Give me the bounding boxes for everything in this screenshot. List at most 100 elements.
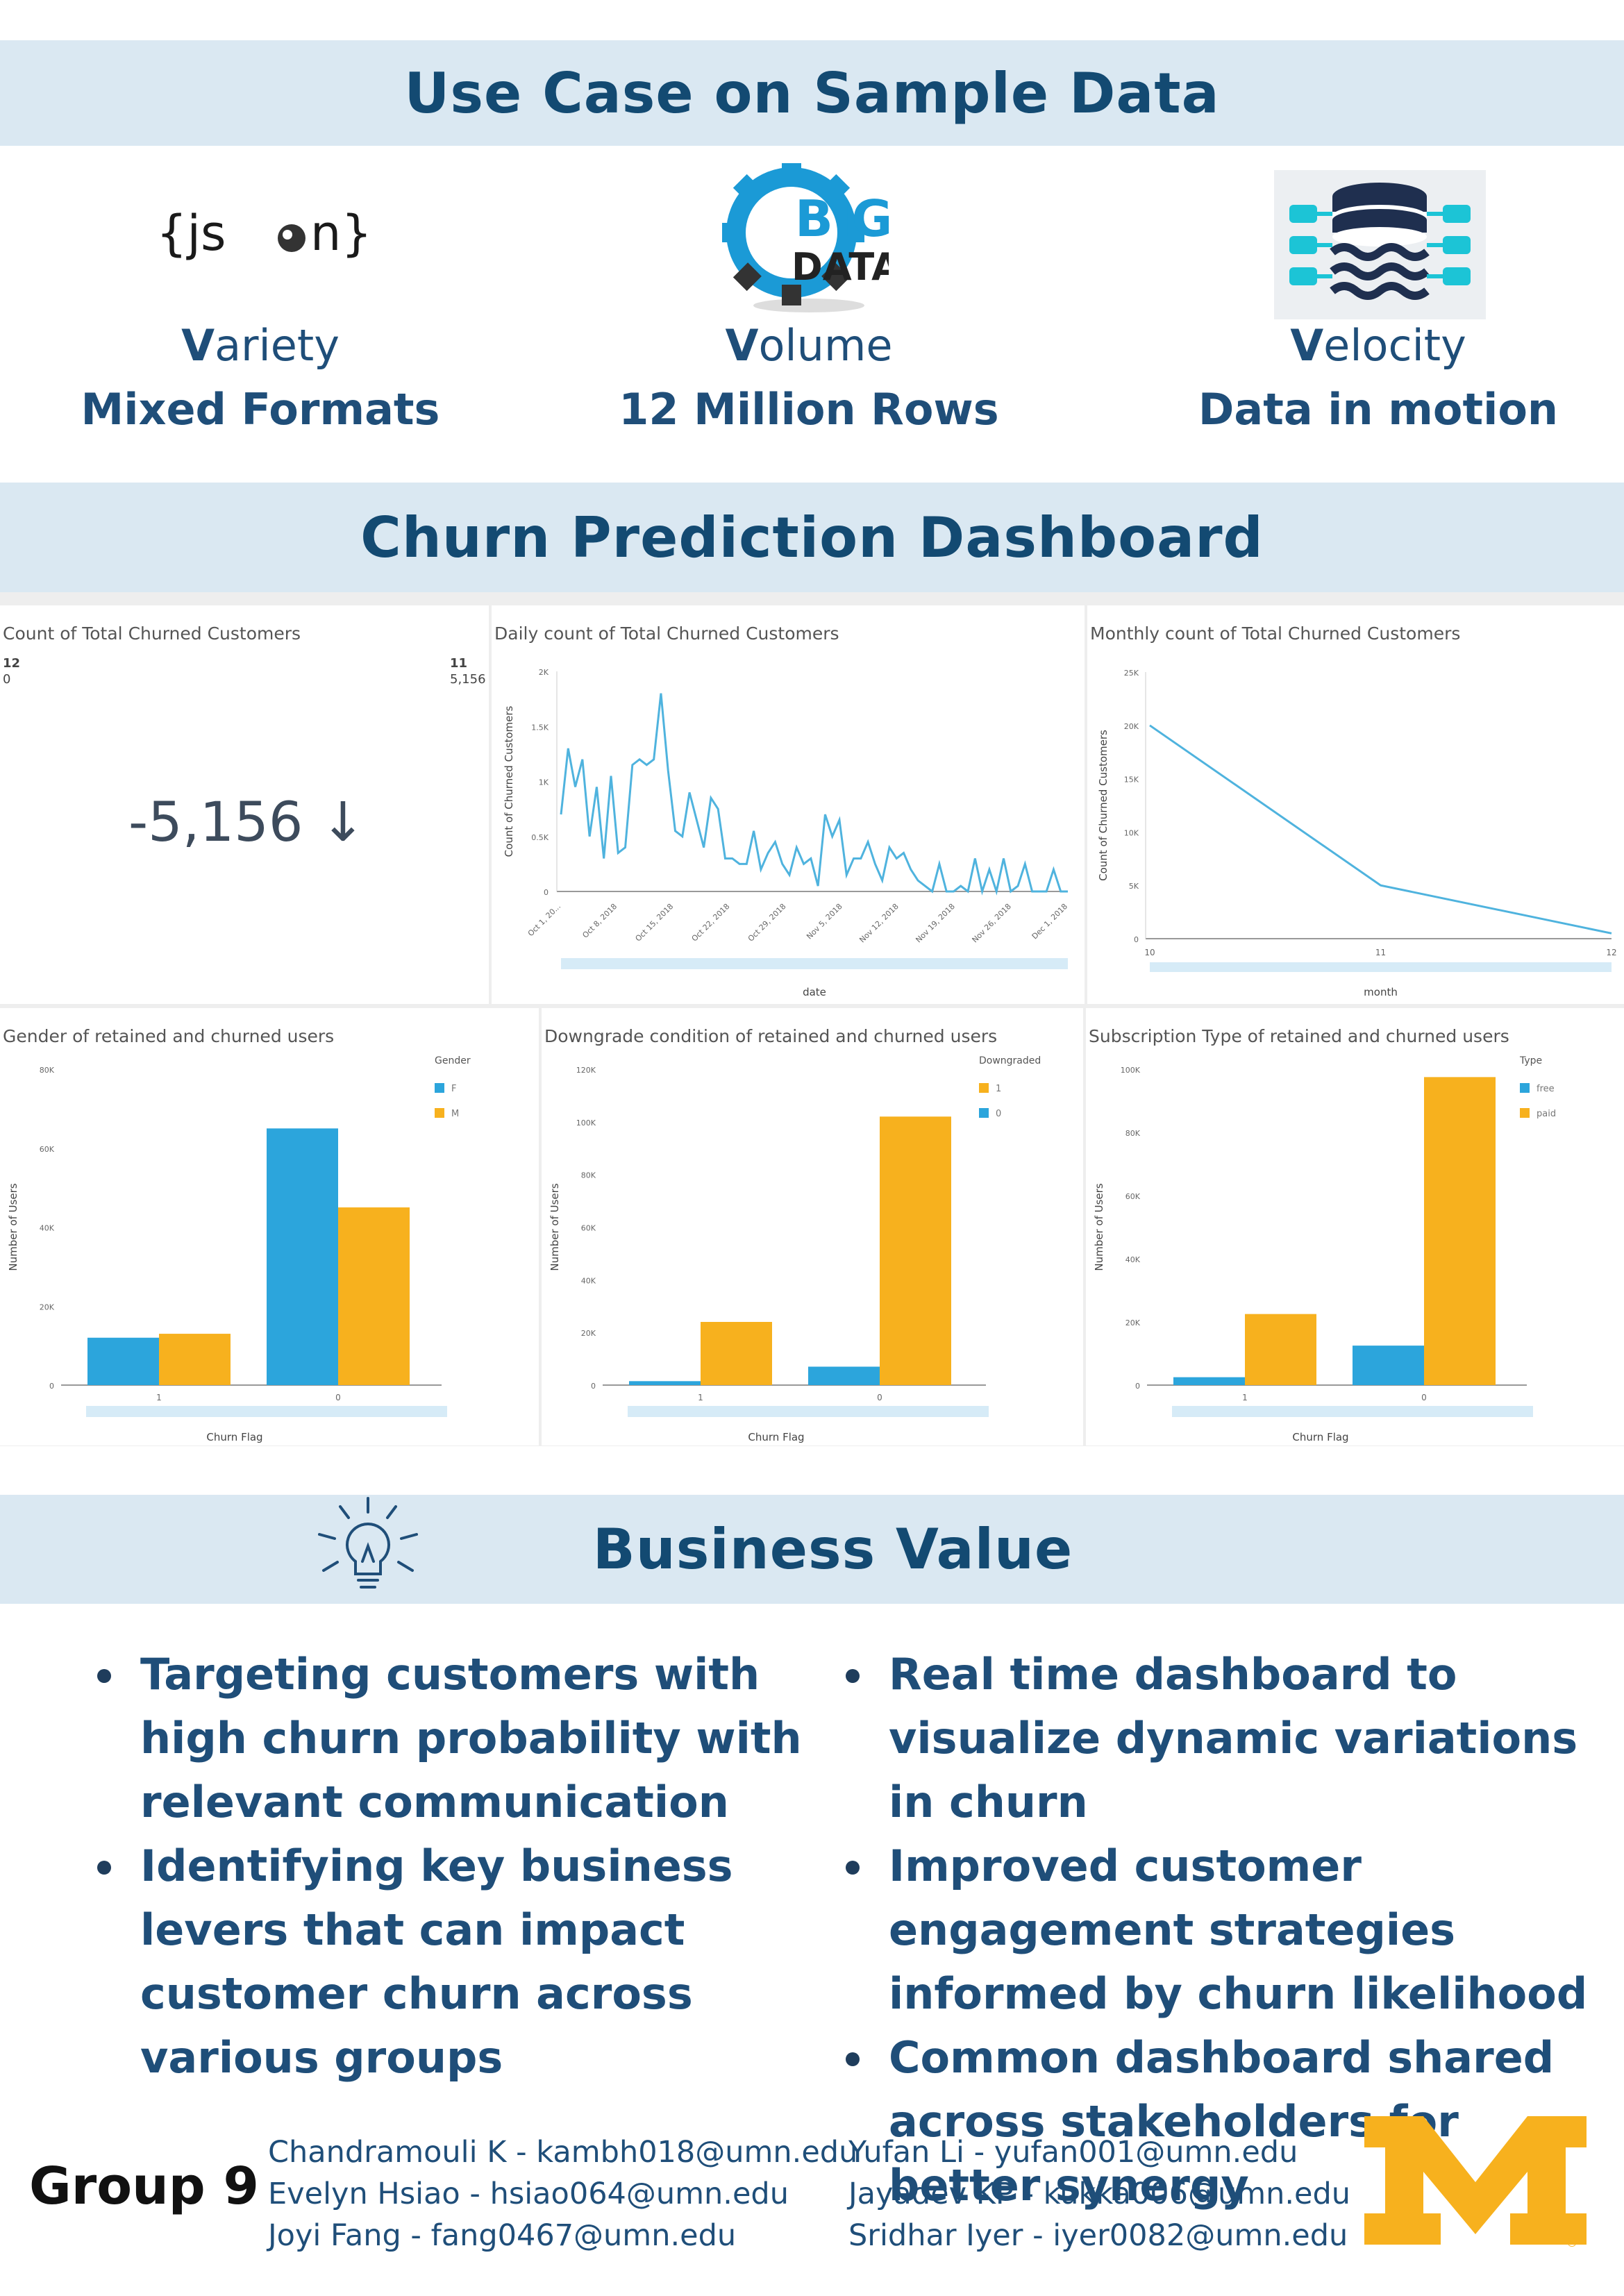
y-tick-label: 20K xyxy=(1125,1318,1141,1327)
y-tick-label: 25K xyxy=(1124,669,1139,678)
x-axis-label: month xyxy=(1364,986,1398,998)
subscription-chart-title: Subscription Type of retained and churne… xyxy=(1089,1026,1509,1046)
business-title: Business Value xyxy=(592,1517,1073,1582)
y-tick-label: 20K xyxy=(40,1302,55,1312)
x-tick-label: 11 xyxy=(1375,948,1386,957)
contact-line: Jayadev KP - kukka006@umn.edu xyxy=(848,2177,1351,2211)
dashboard-header: Churn Prediction Dashboard xyxy=(0,483,1624,592)
legend-label: M xyxy=(451,1109,459,1119)
legend-label: 1 xyxy=(996,1084,1001,1094)
x-tick-label: Nov 26, 2018 xyxy=(971,902,1013,944)
x-tick-label: 1 xyxy=(1242,1393,1248,1402)
legend-swatch xyxy=(435,1083,444,1093)
json-icon: {js n} xyxy=(149,198,378,274)
daily-chart-title: Daily count of Total Churned Customers xyxy=(494,623,839,644)
legend-swatch xyxy=(1520,1108,1530,1118)
gender-chart-panel[interactable]: Gender of retained and churned users 0 20… xyxy=(0,1008,539,1446)
y-tick-label: 20K xyxy=(581,1329,596,1338)
feature-volume-subtitle: 12 Million Rows xyxy=(619,384,999,435)
gender-chart-title: Gender of retained and churned users xyxy=(3,1026,335,1046)
bar xyxy=(629,1381,701,1385)
legend-label: paid xyxy=(1537,1109,1556,1119)
chart-scrollbar xyxy=(628,1406,989,1417)
y-axis-label: Number of Users xyxy=(7,1183,19,1271)
legend-label: 0 xyxy=(996,1109,1001,1119)
x-tick-label: Nov 5, 2018 xyxy=(805,902,844,941)
legend-swatch xyxy=(1520,1083,1530,1093)
bar xyxy=(267,1128,338,1385)
database-streams-icon xyxy=(1274,170,1486,319)
dashboard-title: Churn Prediction Dashboard xyxy=(360,505,1264,570)
bar xyxy=(701,1322,772,1385)
kpi-left-bottom: 0 xyxy=(3,672,11,687)
chart-scrollbar xyxy=(86,1406,447,1417)
y-tick-label: 100K xyxy=(576,1118,596,1128)
y-tick-label: 0 xyxy=(1135,1382,1140,1391)
legend-title: Type xyxy=(1519,1055,1542,1066)
feature-variety-subtitle: Mixed Formats xyxy=(81,384,440,435)
y-tick-label: 120K xyxy=(576,1066,596,1075)
y-tick-label: 80K xyxy=(581,1171,596,1180)
big-text: BIG xyxy=(795,190,889,248)
monthly-churn-chart: 0 5K 10K 15K 20K 25K 10 11 12 month Count of Churn… xyxy=(1097,669,1617,998)
x-tick-label: Oct 29, 2018 xyxy=(746,902,788,944)
y-axis-label: Count of Churned Customers xyxy=(503,706,515,857)
bar xyxy=(1353,1346,1424,1385)
x-tick-label: Oct 1, 20... xyxy=(526,902,562,938)
kpi-value: -5,156 ↓ xyxy=(128,791,366,854)
x-tick-label: 12 xyxy=(1606,948,1616,957)
chart-scrollbar xyxy=(561,958,1068,969)
downgrade-chart-title: Downgrade condition of retained and chur… xyxy=(544,1026,998,1046)
x-tick-label: Nov 12, 2018 xyxy=(857,902,900,944)
gender-bar-chart: 0 20K 40K 60K 80K 1 0 Churn Flag Number of Users… xyxy=(7,1055,471,1443)
bar xyxy=(1424,1077,1496,1385)
contact-line: Evelyn Hsiao - hsiao064@umn.edu xyxy=(268,2177,789,2211)
x-tick-label: 0 xyxy=(1421,1393,1427,1402)
bar xyxy=(1173,1377,1245,1385)
y-axis-label: Number of Users xyxy=(549,1183,561,1271)
x-tick-label: Oct 15, 2018 xyxy=(634,902,676,944)
feature-variety: Variety Mixed Formats xyxy=(42,314,479,442)
legend-label: free xyxy=(1537,1084,1555,1094)
bar xyxy=(808,1366,880,1385)
business-bullets-right: Real time dashboard to visualize dynamic… xyxy=(846,1643,1616,2218)
y-tick-label: 10K xyxy=(1124,828,1139,837)
subscription-chart-panel[interactable]: Subscription Type of retained and churne… xyxy=(1086,1008,1624,1446)
daily-churn-chart-panel[interactable]: Daily count of Total Churned Customers 0… xyxy=(492,605,1085,1004)
bar xyxy=(159,1334,231,1385)
contact-line: Chandramouli K - kambh018@umn.edu xyxy=(268,2135,858,2170)
y-tick-label: 0 xyxy=(591,1382,596,1391)
x-tick-label: Dec 1, 2018 xyxy=(1030,902,1069,941)
daily-churn-chart: 0 0.5K 1K 1.5K 2K Oct 1, 20... Oct 8, 2018 Oct … xyxy=(503,668,1069,998)
legend-swatch xyxy=(435,1108,444,1118)
use-case-header: Use Case on Sample Data xyxy=(0,40,1624,146)
kpi-left-top: 12 xyxy=(3,656,21,671)
y-tick-label: 60K xyxy=(40,1145,55,1154)
subscription-bar-chart: 0 20K 40K 60K 80K 100K 1 0 Churn Flag Number of U… xyxy=(1093,1055,1556,1443)
chart-scrollbar xyxy=(1172,1406,1533,1417)
downgrade-chart-panel[interactable]: Downgrade condition of retained and chur… xyxy=(542,1008,1083,1446)
bullet-item: Identifying key business levers that can… xyxy=(97,1834,819,2090)
bullet-item: Real time dashboard to visualize dynamic… xyxy=(846,1643,1616,1834)
y-tick-label: 40K xyxy=(581,1276,596,1285)
x-tick-label: 0 xyxy=(877,1393,882,1402)
group-label: Group 9 xyxy=(29,2156,259,2216)
y-tick-label: 60K xyxy=(581,1224,596,1233)
y-axis-label: Number of Users xyxy=(1093,1183,1105,1271)
x-axis-label: Churn Flag xyxy=(1292,1431,1348,1443)
x-tick-label: 0 xyxy=(335,1393,341,1402)
bullet-item: Improved customer engagement strategies … xyxy=(846,1834,1616,2026)
kpi-panel[interactable]: Count of Total Churned Customers 12 0 11… xyxy=(0,605,489,1004)
y-tick-label: 20K xyxy=(1124,722,1139,731)
x-tick-label: Oct 22, 2018 xyxy=(690,902,732,944)
big-data-gear-icon: BIG DATA xyxy=(719,160,901,316)
kpi-right-bottom: 5,156 xyxy=(450,672,486,687)
svg-text:n}: n} xyxy=(310,205,372,262)
y-tick-label: 0 xyxy=(544,888,549,897)
x-tick-label: 10 xyxy=(1144,948,1155,957)
bar xyxy=(87,1337,159,1385)
x-tick-label: Nov 19, 2018 xyxy=(914,902,956,944)
bullet-item: Targeting customers with high churn prob… xyxy=(97,1643,819,1834)
monthly-churn-chart-panel[interactable]: Monthly count of Total Churned Customers… xyxy=(1087,605,1624,1004)
y-tick-label: 0.5K xyxy=(531,833,549,842)
